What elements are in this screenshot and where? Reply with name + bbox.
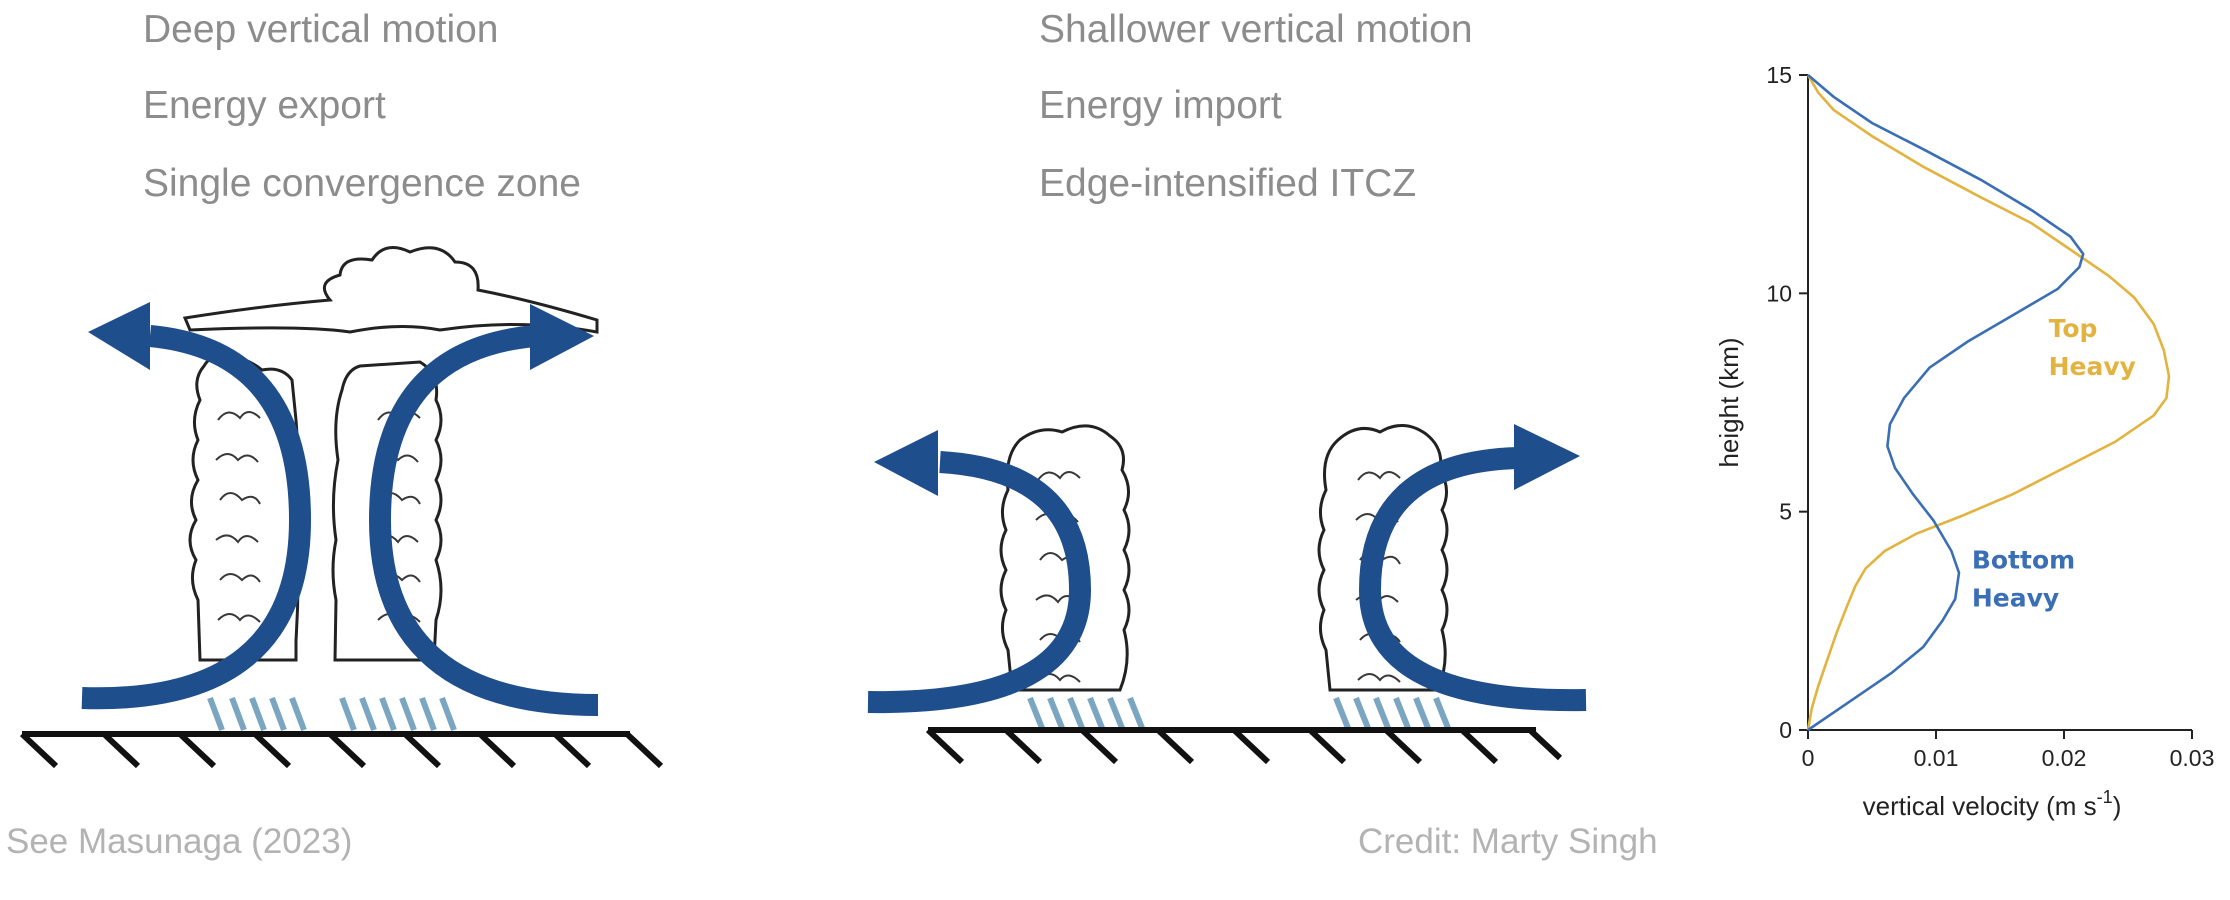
arrowhead-right-shallow [1514,424,1580,490]
series-label: Heavy [1972,583,2059,612]
anvil-cloud [182,246,599,334]
left-label-deep-motion: Deep vertical motion [143,8,499,51]
middle-label-edge-itcz: Edge-intensified ITCZ [1039,162,1417,205]
rain-streaks-left [207,696,457,732]
x-axis-label-suffix: ) [2113,791,2122,821]
x-tick-label: 0.03 [2170,745,2215,771]
arrowhead-left-shallow [874,430,938,496]
series-line-top-heavy [1806,74,2171,731]
flow-arrow-left-shallow [867,451,1092,714]
flow-arrow-right-shallow [1358,447,1587,712]
chart-lines: Top Heavy Bottom Heavy [1806,74,2171,732]
middle-label-shallow-motion: Shallower vertical motion [1039,8,1473,51]
y-tick-label: 5 [1779,499,1792,525]
rain-streaks-middle [1027,696,1451,730]
chart-axes: 0 5 10 15 0 0.01 0.02 0.03 [1766,62,2214,771]
flow-arrow-right-deep [368,325,599,716]
x-axis-label-main: vertical velocity (m s [1863,791,2097,821]
x-tick-label: 0 [1802,745,1815,771]
series-label: Heavy [2049,352,2136,381]
x-tick-label: 0.01 [1914,745,1959,771]
circulation-schematic [19,246,1587,769]
series-label: Bottom [1972,545,2075,574]
left-scene [19,246,664,769]
y-tick-label: 0 [1779,717,1792,743]
ground-left [19,731,664,769]
y-tick-label: 15 [1766,62,1792,88]
left-label-energy-export: Energy export [143,84,386,127]
series-label: Top [2049,314,2098,343]
credit-text: Credit: Marty Singh [1358,822,1658,861]
y-axis-label: height (km) [1714,337,1744,467]
middle-scene [867,424,1587,765]
arrowhead-right-deep [530,304,594,370]
reference-text: See Masunaga (2023) [6,822,353,861]
series-line-bottom-heavy [1807,74,2085,732]
flow-arrow-left-deep [81,325,312,710]
left-label-convergence: Single convergence zone [143,162,581,205]
x-axis-label-sup: -1 [2097,787,2113,807]
arrowhead-left-deep [88,302,150,370]
y-tick-label: 10 [1766,280,1792,306]
ground-middle [925,727,1563,765]
x-axis-label: vertical velocity (m s-1) [1863,787,2122,821]
x-tick-label: 0.02 [2042,745,2087,771]
middle-label-energy-import: Energy import [1039,84,1282,127]
